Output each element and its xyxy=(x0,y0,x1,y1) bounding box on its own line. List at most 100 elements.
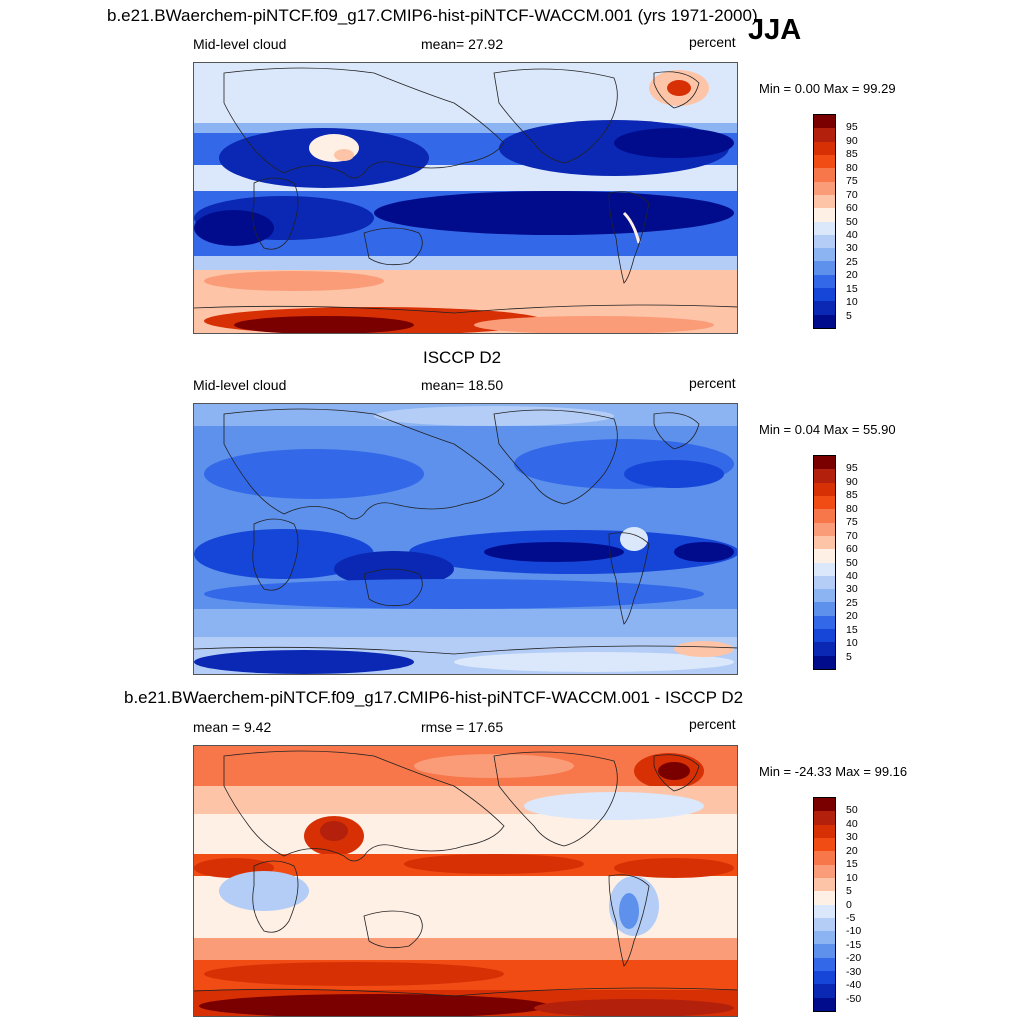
panel-1-units: percent xyxy=(689,34,736,50)
colorbar-swatch xyxy=(814,535,835,550)
colorbar-swatch xyxy=(814,602,835,616)
colorbar-swatch xyxy=(814,798,835,812)
colorbar-swatch xyxy=(814,314,835,328)
colorbar-tick-label: 75 xyxy=(846,175,858,188)
colorbar-tick-label: 40 xyxy=(846,228,858,241)
colorbar-swatch xyxy=(814,655,835,669)
colorbar-tick-label: -5 xyxy=(846,911,856,924)
colorbar-swatch xyxy=(814,642,835,656)
figure-title: b.e21.BWaerchem-piNTCF.f09_g17.CMIP6-his… xyxy=(107,6,758,25)
colorbar-tick-label: 60 xyxy=(846,202,858,215)
colorbar-swatch xyxy=(814,589,835,603)
colorbar-tick-label: 75 xyxy=(846,516,858,529)
colorbar-tick-label: 50 xyxy=(846,215,858,228)
colorbar-swatch xyxy=(814,944,835,958)
colorbar-tick-label: 40 xyxy=(846,569,858,582)
colorbar-swatch xyxy=(814,288,835,302)
panel-1-minmax: Min = 0.00 Max = 99.29 xyxy=(759,81,896,96)
colorbar-swatch xyxy=(814,997,835,1011)
colorbar-swatch xyxy=(814,575,835,590)
panel-1-mean: mean= 27.92 xyxy=(421,36,504,52)
colorbar-swatch xyxy=(814,549,835,563)
colorbar-tick-label: 15 xyxy=(846,623,858,636)
colorbar-swatch xyxy=(814,629,835,643)
panel-2-title: ISCCP D2 xyxy=(423,348,502,367)
colorbar-tick-label: 70 xyxy=(846,529,858,542)
colorbar-swatch xyxy=(814,261,835,275)
colorbar-swatch xyxy=(814,824,835,838)
colorbar-tick-label: 10 xyxy=(846,296,858,309)
colorbar-tick-label: 85 xyxy=(846,148,858,161)
colorbar-swatch xyxy=(814,154,835,169)
colorbar-swatch xyxy=(814,864,835,878)
colorbar-swatch xyxy=(814,522,835,536)
colorbar-tick-label: -50 xyxy=(846,992,862,1005)
season-label: JJA xyxy=(748,14,802,46)
map-panel-difference xyxy=(193,745,738,1017)
colorbar-swatch xyxy=(814,509,835,523)
colorbar-tick-label: 20 xyxy=(846,844,858,857)
colorbar-tick-label: 80 xyxy=(846,161,858,174)
colorbar-tick-label: 95 xyxy=(846,121,858,134)
colorbar-swatch xyxy=(814,248,835,262)
colorbar-swatch xyxy=(814,141,835,155)
colorbar-tick-label: -10 xyxy=(846,925,862,938)
colorbar-swatch xyxy=(814,837,835,852)
colorbar-swatch xyxy=(814,208,835,222)
colorbar-swatch xyxy=(814,877,835,892)
colorbar-2 xyxy=(813,455,836,670)
panel-2-mean: mean= 18.50 xyxy=(421,377,504,393)
colorbar-tick-label: 95 xyxy=(846,462,858,475)
colorbar-swatch xyxy=(814,221,835,235)
colorbar-tick-label: -30 xyxy=(846,965,862,978)
map-panel-model xyxy=(193,62,738,334)
colorbar-tick-label: 0 xyxy=(846,898,852,911)
colorbar-swatch xyxy=(814,931,835,945)
colorbar-tick-label: 10 xyxy=(846,871,858,884)
colorbar-tick-label: 5 xyxy=(846,309,852,322)
map-panel-obs xyxy=(193,403,738,675)
colorbar-swatch xyxy=(814,957,835,972)
colorbar-tick-label: 20 xyxy=(846,269,858,282)
colorbar-swatch xyxy=(814,128,835,142)
colorbar-tick-label: -20 xyxy=(846,952,862,965)
colorbar-swatch xyxy=(814,495,835,510)
colorbar-tick-label: 30 xyxy=(846,242,858,255)
colorbar-tick-label: 15 xyxy=(846,858,858,871)
colorbar-1 xyxy=(813,114,836,329)
colorbar-tick-label: 90 xyxy=(846,134,858,147)
colorbar-swatch xyxy=(814,115,835,129)
colorbar-tick-label: 5 xyxy=(846,650,852,663)
panel-3-rmse: rmse = 17.65 xyxy=(421,719,504,735)
colorbar-swatch xyxy=(814,194,835,209)
colorbar-swatch xyxy=(814,851,835,865)
colorbar-tick-label: 30 xyxy=(846,831,858,844)
panel-3-mean: mean = 9.42 xyxy=(193,719,272,735)
colorbar-tick-label: 80 xyxy=(846,502,858,515)
colorbar-tick-label: 70 xyxy=(846,188,858,201)
colorbar-tick-label: 25 xyxy=(846,596,858,609)
colorbar-swatch xyxy=(814,274,835,289)
panel-2-minmax: Min = 0.04 Max = 55.90 xyxy=(759,422,896,437)
colorbar-swatch xyxy=(814,181,835,195)
colorbar-tick-label: -15 xyxy=(846,938,862,951)
panel-1-variable: Mid-level cloud xyxy=(193,36,287,52)
colorbar-swatch xyxy=(814,811,835,825)
colorbar-tick-label: 25 xyxy=(846,255,858,268)
panel-3-units: percent xyxy=(689,716,736,732)
panel-2-variable: Mid-level cloud xyxy=(193,377,287,393)
colorbar-swatch xyxy=(814,234,835,249)
colorbar-tick-label: 50 xyxy=(846,556,858,569)
colorbar-tick-label: -40 xyxy=(846,979,862,992)
colorbar-3 xyxy=(813,797,836,1012)
colorbar-swatch xyxy=(814,904,835,918)
colorbar-tick-label: 10 xyxy=(846,637,858,650)
colorbar-swatch xyxy=(814,168,835,182)
colorbar-tick-label: 30 xyxy=(846,583,858,596)
colorbar-swatch xyxy=(814,971,835,985)
colorbar-tick-label: 40 xyxy=(846,817,858,830)
colorbar-tick-label: 90 xyxy=(846,475,858,488)
colorbar-tick-label: 50 xyxy=(846,804,858,817)
colorbar-tick-label: 20 xyxy=(846,610,858,623)
colorbar-swatch xyxy=(814,891,835,905)
